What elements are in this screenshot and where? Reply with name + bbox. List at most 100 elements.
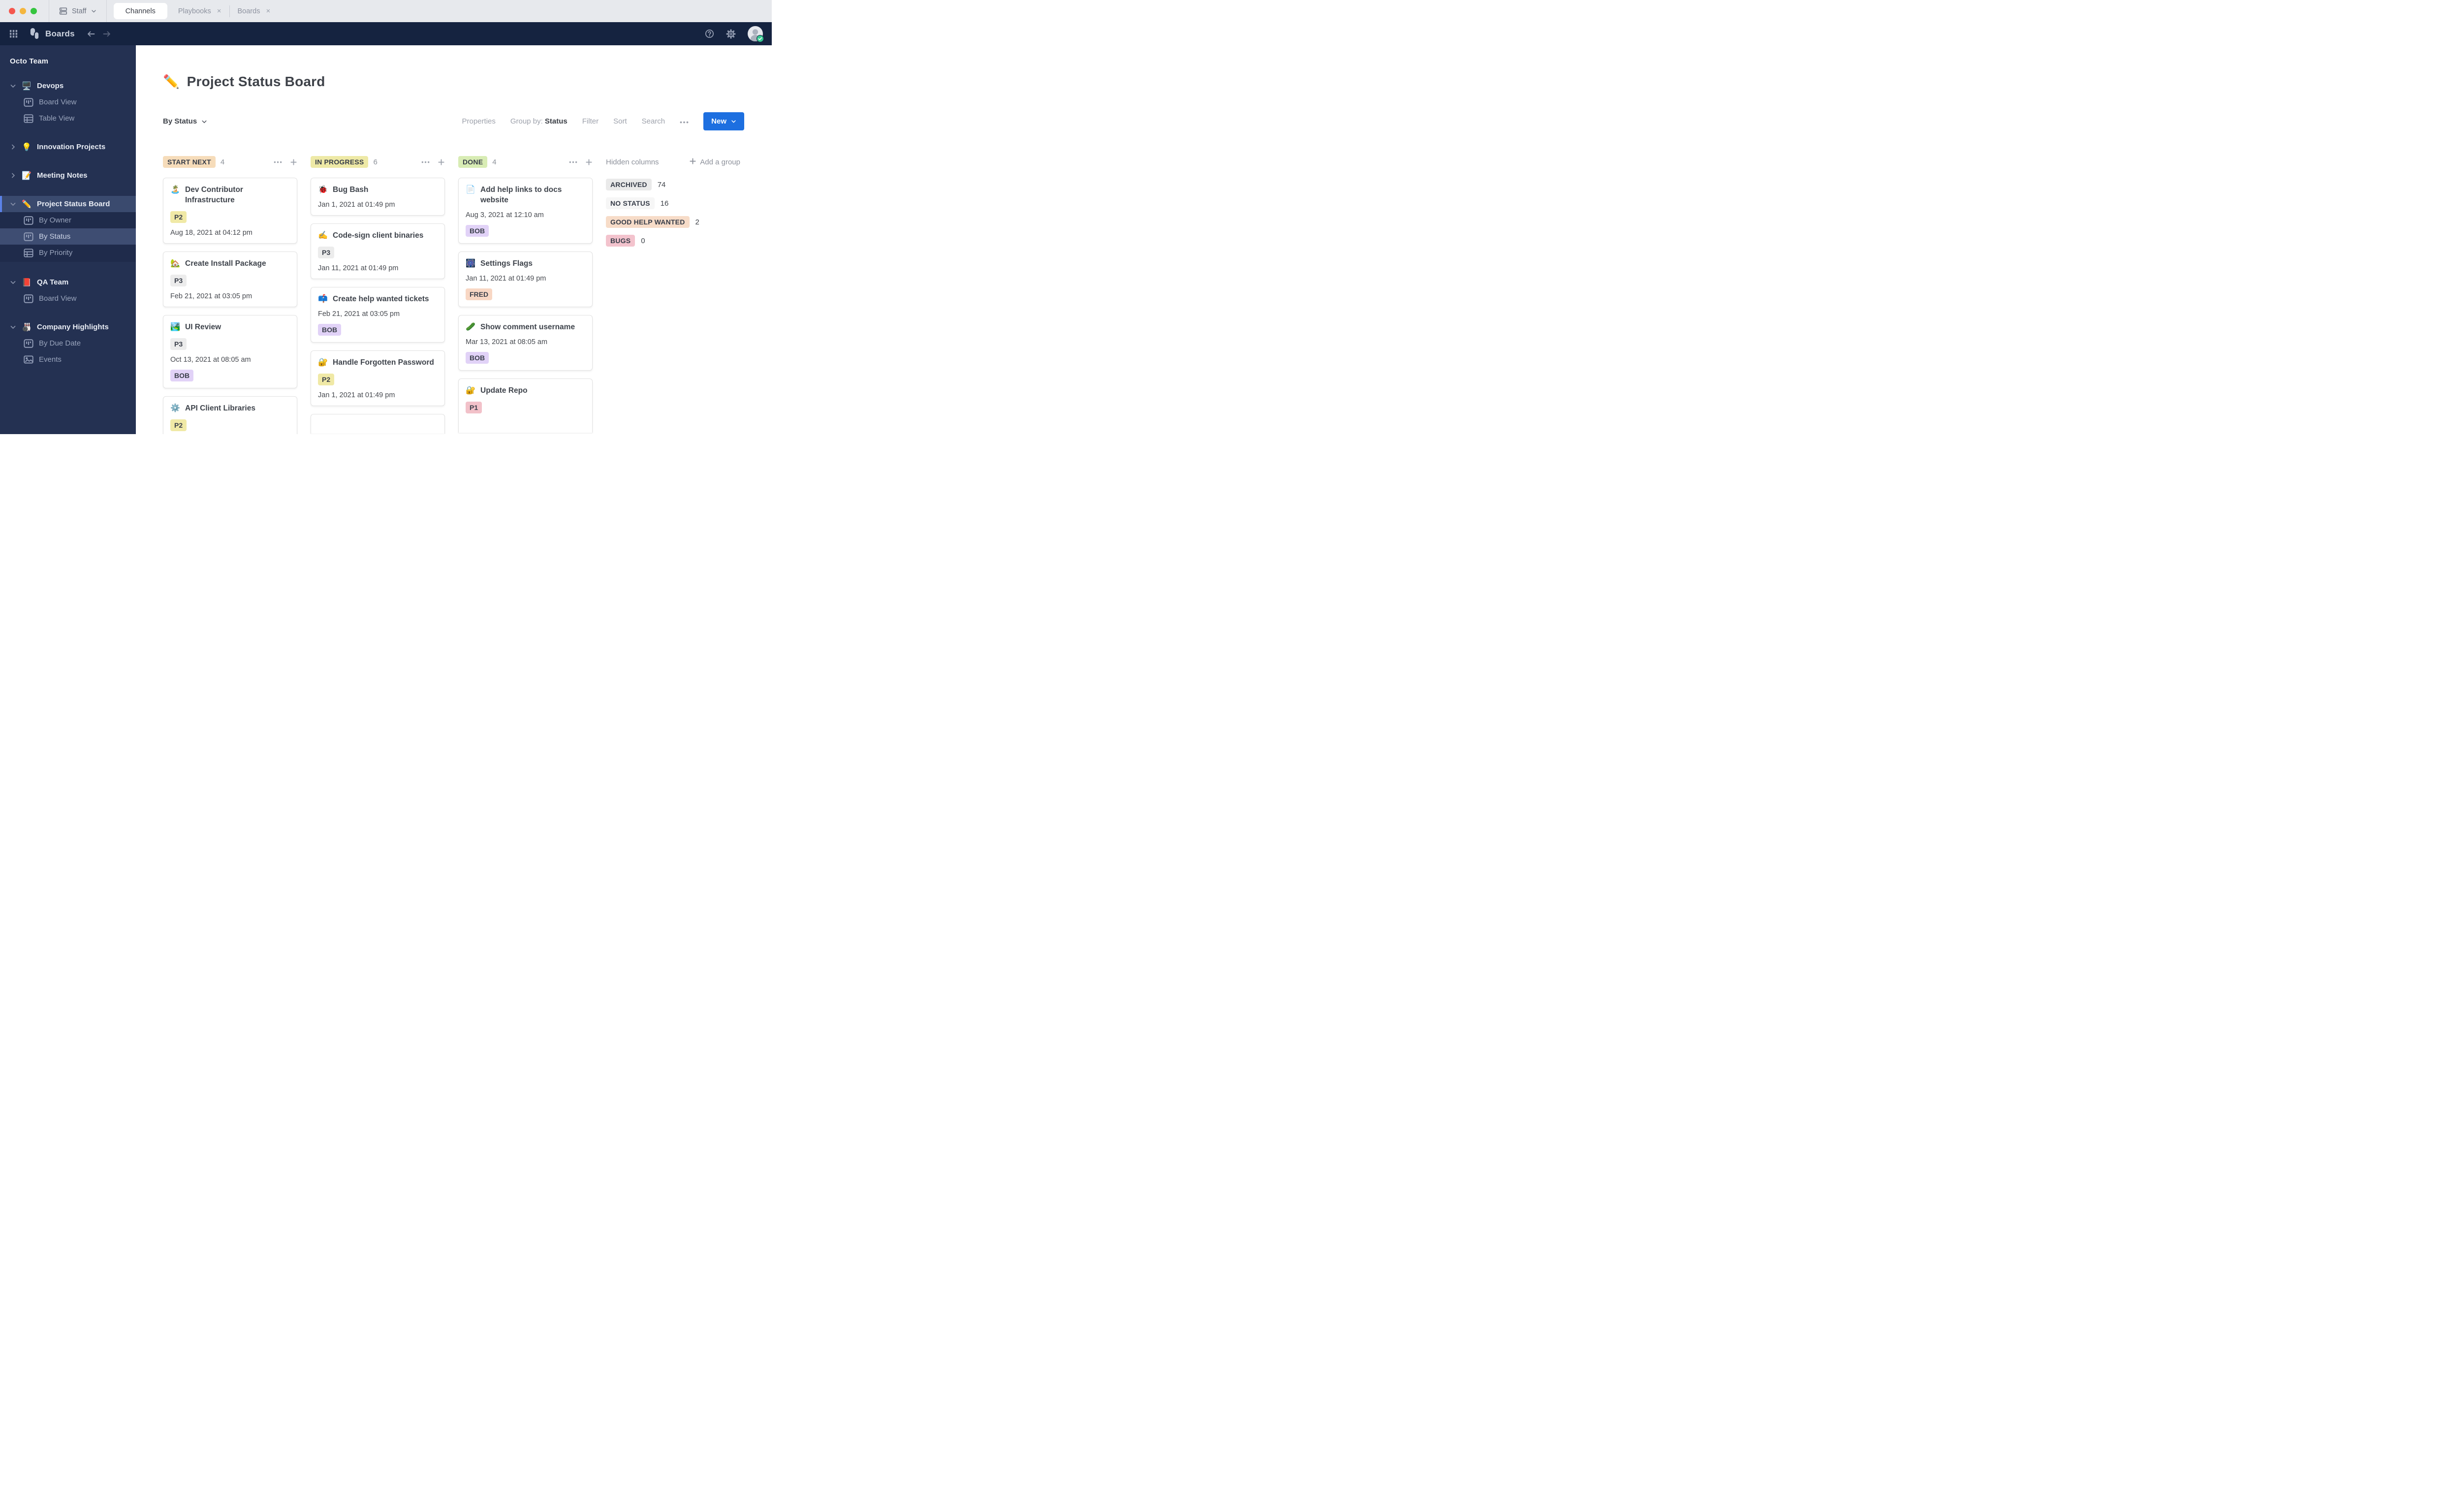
chevron-right-icon[interactable] <box>10 144 16 150</box>
card-title: Code-sign client binaries <box>333 231 424 240</box>
sidebar-view-board-view[interactable]: Board View <box>0 290 136 307</box>
card-title: Dev Contributor Infrastructure <box>185 186 243 204</box>
card-add-help-links-to-docs-website[interactable]: 📄 Add help links to docs website Aug 3, 20… <box>458 178 593 244</box>
column-actions <box>569 158 593 166</box>
column-options-icon[interactable] <box>421 161 430 163</box>
chevron-down-icon[interactable] <box>10 201 16 207</box>
card-title-row: 🔐 Update Repo <box>466 385 585 396</box>
column-label-pill[interactable]: IN PROGRESS <box>311 156 369 168</box>
sidebar-view-by-status[interactable]: By Status <box>0 228 136 245</box>
back-arrow-icon[interactable] <box>87 30 95 38</box>
sidebar-view-by-owner[interactable]: By Owner <box>0 212 136 228</box>
card-date: Jan 1, 2021 at 01:49 pm <box>318 391 395 399</box>
settings-gear-icon[interactable] <box>726 29 736 39</box>
chevron-down-icon[interactable] <box>10 279 16 285</box>
view-selector[interactable]: By Status <box>163 117 207 126</box>
more-options-icon[interactable] <box>680 117 689 126</box>
card-property-row: FRED <box>466 283 585 300</box>
group-by-button[interactable]: Group by: Status <box>510 117 568 126</box>
sidebar-view-board-view[interactable]: Board View <box>0 94 136 110</box>
hidden-column-bugs[interactable]: BUGS 0 <box>606 235 740 247</box>
column-options-icon[interactable] <box>274 161 282 163</box>
new-button[interactable]: New <box>703 112 744 130</box>
hidden-column-no-status[interactable]: NO STATUS 16 <box>606 197 740 209</box>
column-actions <box>274 158 297 166</box>
hidden-column-archived[interactable]: ARCHIVED 74 <box>606 179 740 190</box>
column-options-icon[interactable] <box>569 161 577 163</box>
minimize-window-button[interactable] <box>20 8 26 14</box>
maximize-window-button[interactable] <box>31 8 37 14</box>
plus-icon <box>689 158 696 167</box>
apps-grid-icon[interactable] <box>9 29 18 38</box>
add-card-icon[interactable] <box>438 158 445 166</box>
card-create-help-wanted-tickets[interactable]: 📫 Create help wanted tickets Feb 21, 2021 … <box>311 287 445 343</box>
filter-button[interactable]: Filter <box>582 117 599 126</box>
close-icon[interactable]: × <box>266 7 271 15</box>
card-emoji-icon: ✍️ <box>318 231 328 240</box>
card-update-repo[interactable]: 🔐 Update Repo P1 <box>458 378 593 433</box>
card-title-row: ✍️ Code-sign client binaries <box>318 230 438 241</box>
card-api-client-libraries[interactable]: ⚙️ API Client Libraries P2 <box>163 396 297 434</box>
kanban-board: START NEXT 4 🏝️ Dev Contributor Infrastruct… <box>163 155 772 434</box>
person-badge: BOB <box>170 370 194 381</box>
sidebar-board-label: Devops <box>37 82 64 90</box>
search-button[interactable]: Search <box>641 117 665 126</box>
add-card-icon[interactable] <box>585 158 593 166</box>
sidebar-view-table-view[interactable]: Table View <box>0 110 136 126</box>
forward-arrow-icon[interactable] <box>102 30 111 38</box>
server-selector[interactable]: Staff <box>49 0 107 22</box>
card-partial[interactable] <box>311 414 445 434</box>
chevron-down-icon[interactable] <box>10 324 16 330</box>
chevron-right-icon[interactable] <box>10 172 16 179</box>
close-icon[interactable]: × <box>217 7 221 15</box>
sidebar-board-qa-team[interactable]: 📕 QA Team <box>0 274 136 290</box>
tab-playbooks[interactable]: Playbooks × <box>170 0 229 22</box>
card-date: Jan 11, 2021 at 01:49 pm <box>318 264 399 272</box>
board-view-icon <box>24 232 33 241</box>
hidden-column-count: 74 <box>657 180 666 189</box>
sort-button[interactable]: Sort <box>613 117 627 126</box>
card-code-sign-client-binaries[interactable]: ✍️ Code-sign client binaries P3 Jan 11, 202… <box>311 223 445 279</box>
sidebar-board-project-status-board[interactable]: ✏️ Project Status Board <box>0 196 136 212</box>
card-emoji-icon: 🐞 <box>318 186 328 194</box>
card-create-install-package[interactable]: 🏡 Create Install Package P3 Feb 21, 2021 at… <box>163 252 297 307</box>
card-ui-review[interactable]: 🏞️ UI Review P3 Oct 13, 2021 at 08:05 am BOB <box>163 315 297 388</box>
card-property-row: BOB <box>466 219 585 237</box>
sidebar-view-by-priority[interactable]: By Priority <box>0 245 136 261</box>
board-emoji-icon: ✏️ <box>22 200 32 209</box>
card-show-comment-username[interactable]: 🥒 Show comment username Mar 13, 2021 at 08… <box>458 315 593 371</box>
chevron-down-icon[interactable] <box>10 83 16 89</box>
card-handle-forgotten-password[interactable]: 🔐 Handle Forgotten Password P2 Jan 1, 2021 … <box>311 350 445 406</box>
close-window-button[interactable] <box>9 8 15 14</box>
add-a-group-button[interactable]: Add a group <box>689 158 740 167</box>
app-title: Boards <box>45 29 75 38</box>
sidebar-board-meeting-notes[interactable]: 📝 Meeting Notes <box>0 167 136 184</box>
server-name: Staff <box>72 7 87 15</box>
card-bug-bash[interactable]: 🐞 Bug Bash Jan 1, 2021 at 01:49 pm <box>311 178 445 216</box>
card-title: Handle Forgotten Password <box>333 358 434 367</box>
user-avatar[interactable] <box>748 26 764 42</box>
sidebar-view-label: Board View <box>39 294 77 303</box>
card-property-row: BOB <box>170 364 290 381</box>
tab-boards[interactable]: Boards × <box>230 0 279 22</box>
image-view-icon <box>24 355 33 364</box>
sidebar-view-events[interactable]: Events <box>0 351 136 368</box>
add-card-icon[interactable] <box>290 158 297 166</box>
help-icon[interactable] <box>705 29 714 38</box>
sidebar-board-innovation-projects[interactable]: 💡 Innovation Projects <box>0 139 136 155</box>
sidebar-view-by-due-date[interactable]: By Due Date <box>0 335 136 351</box>
card-title: Settings Flags <box>480 259 533 268</box>
column-label-pill[interactable]: DONE <box>458 156 488 168</box>
sidebar-board-company-highlights[interactable]: 🎳 Company Highlights <box>0 319 136 335</box>
priority-badge: P3 <box>170 338 187 350</box>
card-dev-contributor-infrastructure[interactable]: 🏝️ Dev Contributor Infrastructure P2 Aug 18… <box>163 178 297 244</box>
properties-button[interactable]: Properties <box>462 117 496 126</box>
sidebar-board-devops[interactable]: 🖥️ Devops <box>0 78 136 94</box>
product-tabs: Channels Playbooks × Boards × <box>107 0 279 22</box>
card-property-row: BOB <box>466 346 585 364</box>
column-label-pill[interactable]: START NEXT <box>163 156 216 168</box>
column-count: 6 <box>373 158 378 166</box>
hidden-column-good-help-wanted[interactable]: GOOD HELP WANTED 2 <box>606 216 740 228</box>
tab-channels[interactable]: Channels <box>113 3 167 19</box>
card-settings-flags[interactable]: 🎆 Settings Flags Jan 11, 2021 at 01:49 pm F… <box>458 252 593 307</box>
